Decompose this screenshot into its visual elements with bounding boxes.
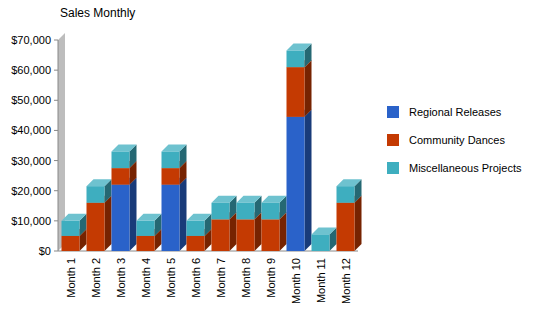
- bar: [87, 186, 105, 203]
- y-tick-label: $30,000: [11, 155, 51, 167]
- bar: [312, 234, 330, 251]
- bar: [137, 221, 155, 236]
- bar: [112, 168, 130, 185]
- bar: [187, 221, 205, 236]
- bar-side: [305, 60, 312, 117]
- bars: [62, 44, 362, 251]
- bar: [62, 221, 80, 236]
- y-tick-label: $50,000: [11, 94, 51, 106]
- wall: [58, 33, 65, 251]
- bar: [337, 186, 355, 203]
- bar: [112, 152, 130, 169]
- y-tick: [54, 190, 58, 191]
- bar: [287, 67, 305, 117]
- bar-top: [62, 214, 87, 221]
- bar: [287, 51, 305, 68]
- y-tick: [54, 40, 58, 41]
- x-tick-label: Month 11: [315, 258, 327, 303]
- bar-top: [187, 214, 212, 221]
- bar-top: [87, 179, 112, 186]
- y-tick-label: $10,000: [11, 215, 51, 227]
- y-tick-label: $0: [39, 245, 51, 257]
- bar-top: [312, 227, 337, 234]
- bar: [62, 236, 80, 251]
- x-tick-label: Month 10: [290, 258, 302, 304]
- x-tick-label: Month 3: [115, 258, 127, 298]
- bar-side: [305, 110, 312, 251]
- legend-swatch: [387, 134, 399, 146]
- bar: [137, 236, 155, 251]
- legend-swatch: [387, 162, 399, 174]
- x-tick-label: Month 1: [65, 258, 77, 298]
- legend-label: Community Dances: [409, 134, 505, 146]
- bar: [112, 185, 130, 251]
- x-tick-label: Month 8: [240, 258, 252, 298]
- bar-side: [105, 196, 112, 251]
- bar: [237, 219, 255, 251]
- bar: [337, 203, 355, 251]
- x-tick-label: Month 6: [190, 258, 202, 298]
- bar: [212, 203, 230, 220]
- x-tick-label: Month 12: [340, 258, 352, 304]
- x-tick-label: Month 9: [265, 258, 277, 298]
- y-axis: [58, 40, 59, 251]
- bar: [162, 185, 180, 251]
- bar: [162, 152, 180, 169]
- bar: [87, 203, 105, 251]
- legend-label: Miscellaneous Projects: [409, 162, 522, 174]
- x-tick-label: Month 4: [140, 258, 152, 298]
- bar-top: [237, 196, 262, 203]
- bar-side: [180, 178, 187, 251]
- bar-side: [355, 196, 362, 251]
- legend-label: Regional Releases: [409, 106, 502, 118]
- x-tick-label: Month 7: [215, 258, 227, 298]
- bar-top: [262, 196, 287, 203]
- bar: [287, 117, 305, 251]
- bar: [262, 203, 280, 220]
- y-tick: [54, 160, 58, 161]
- y-tick: [54, 220, 58, 221]
- bar: [162, 168, 180, 185]
- x-tick-label: Month 5: [165, 258, 177, 298]
- title: Sales Monthly: [60, 6, 135, 20]
- chart: Sales Monthly $0 $10,000 $20,000 $30,000 $40,…: [0, 0, 550, 318]
- bar: [237, 203, 255, 220]
- legend-swatch: [387, 106, 399, 118]
- y-tick-label: $40,000: [11, 124, 51, 136]
- bar-side: [130, 178, 137, 251]
- x-tick-label: Month 2: [90, 258, 102, 298]
- y-tick: [54, 70, 58, 71]
- bar: [262, 219, 280, 251]
- bar-top: [337, 179, 362, 186]
- y-tick: [54, 251, 58, 252]
- bar-top: [212, 196, 237, 203]
- bar-top: [162, 145, 187, 152]
- bar: [212, 219, 230, 251]
- y-tick: [54, 100, 58, 101]
- y-tick-label: $60,000: [11, 64, 51, 76]
- y-tick-label: $70,000: [11, 34, 51, 46]
- bar-top: [112, 145, 137, 152]
- bar: [187, 236, 205, 251]
- y-tick-label: $20,000: [11, 185, 51, 197]
- bar-top: [137, 214, 162, 221]
- y-tick: [54, 130, 58, 131]
- bar-top: [287, 44, 312, 51]
